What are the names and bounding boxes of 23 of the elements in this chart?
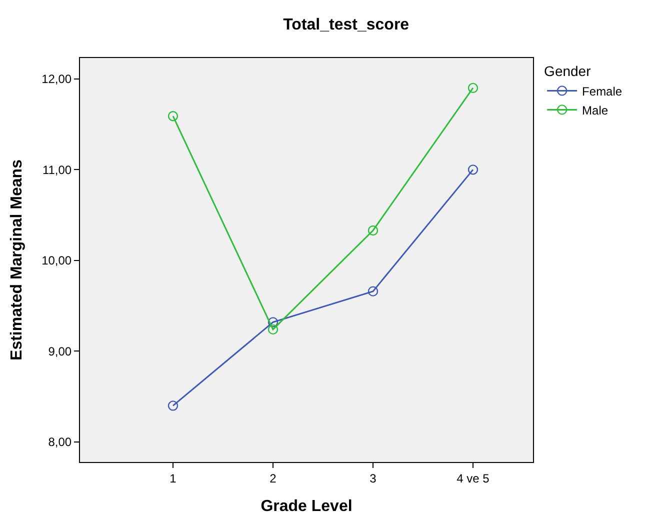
x-tick-label: 3 [370,471,377,486]
legend-label: Female [582,84,622,98]
point [368,286,378,296]
legend-label: Male [582,103,608,118]
point [468,82,478,94]
legend-title: Gender [544,63,592,80]
point [268,317,278,328]
x-tick-label: 4 ve 5 [456,471,490,486]
point [268,324,278,335]
y-tick-label: 9,00 [48,344,72,358]
y-axis-title: Estimated Marginal Means [8,159,26,360]
y-tick-label: 10,00 [42,254,72,268]
point [368,225,378,236]
x-tick-label: 1 [170,471,177,486]
x-axis-title: Grade Level [260,498,352,516]
x-tick-label: 2 [270,471,277,486]
point [168,111,178,122]
y-tick-label: 11,00 [42,162,72,177]
y-tick-label: 12,00 [42,72,72,86]
chart-title: Total_test_score [283,16,410,34]
point [168,400,178,411]
point [468,164,478,175]
y-tick-label: 8,00 [48,435,72,450]
